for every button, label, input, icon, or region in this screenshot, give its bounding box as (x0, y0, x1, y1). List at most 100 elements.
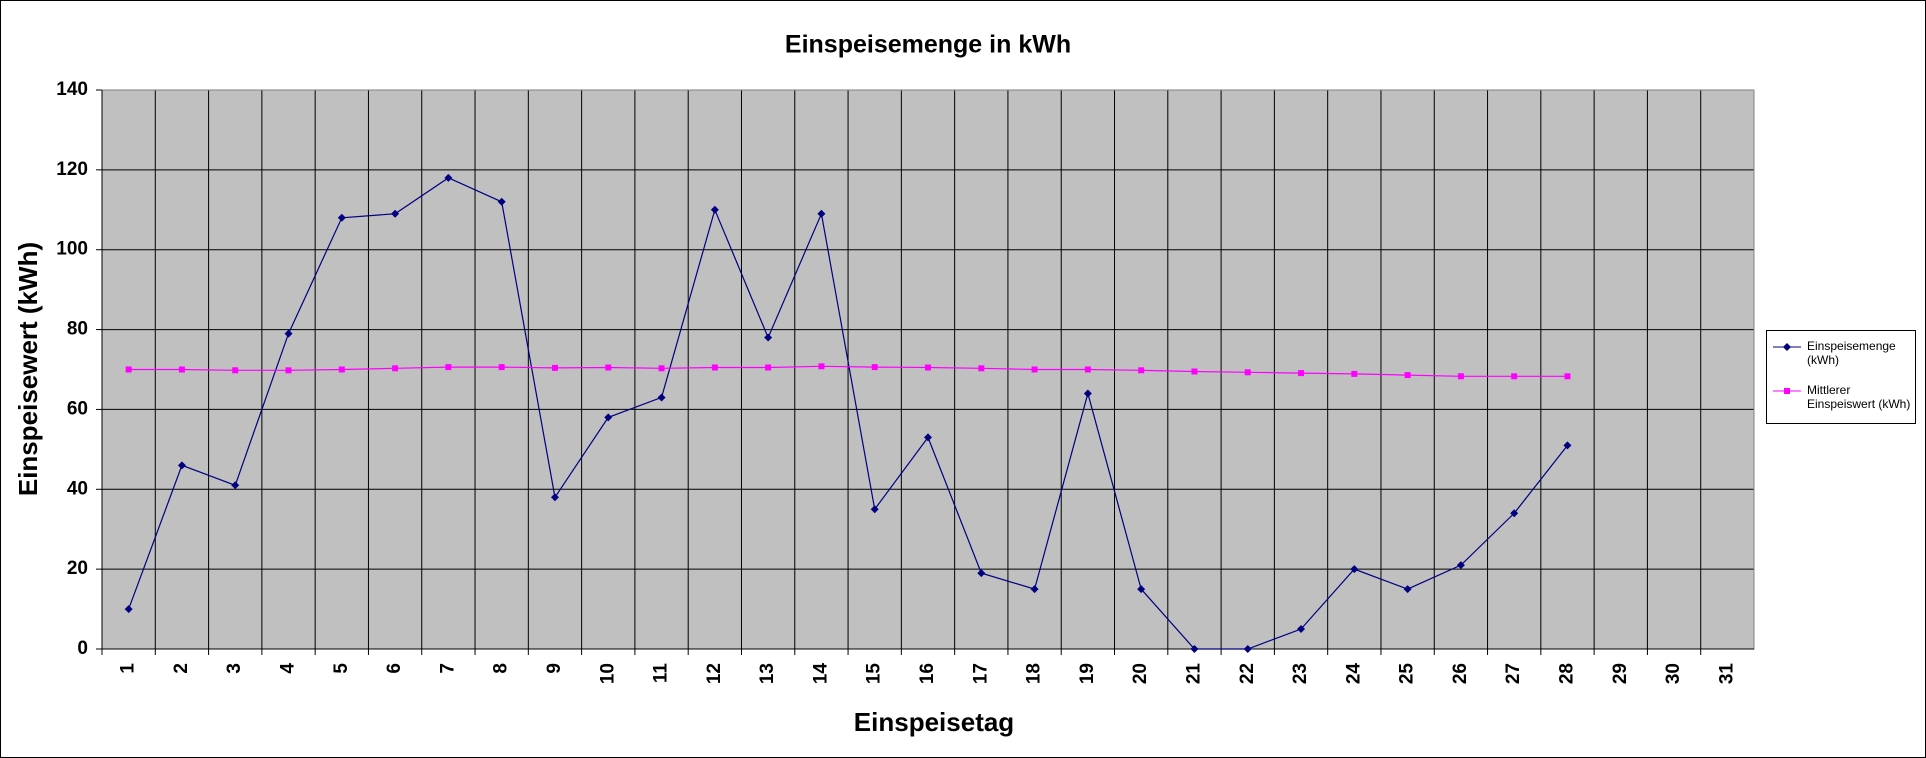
y-tick-label: 120 (56, 159, 88, 180)
x-tick-label: 28 (1556, 663, 1577, 684)
data-point (1243, 645, 1252, 653)
legend-marker (1783, 343, 1791, 351)
data-point (1244, 369, 1251, 376)
data-point (445, 364, 452, 371)
x-tick-label: 22 (1237, 663, 1258, 684)
y-tick-label: 20 (67, 558, 88, 579)
data-point (1084, 366, 1091, 373)
x-tick-label: 20 (1130, 663, 1151, 684)
x-tick-label: 19 (1077, 663, 1098, 684)
x-tick-label: 11 (651, 663, 672, 684)
data-point (285, 367, 292, 374)
x-tick-label: 1 (118, 663, 139, 674)
data-point (1297, 625, 1306, 634)
data-point (337, 213, 346, 222)
data-point (1031, 366, 1038, 373)
data-point (124, 605, 133, 614)
y-tick-label: 140 (56, 79, 88, 100)
data-point (1510, 509, 1519, 518)
data-point (870, 505, 879, 514)
data-point (1404, 372, 1411, 379)
data-point (871, 364, 878, 371)
data-point (924, 433, 932, 442)
data-point (551, 364, 558, 371)
legend: Einspeisemenge (kWh) Mittlerer Einspeiswe… (1766, 330, 1916, 424)
y-tick-label: 0 (77, 638, 88, 659)
x-tick-label: 13 (757, 663, 778, 684)
x-tick-label: 8 (491, 663, 512, 674)
data-point (391, 209, 400, 218)
data-point (605, 364, 612, 371)
x-axis-title: Einspeisetag (854, 707, 1014, 737)
data-point (710, 205, 719, 214)
data-point (125, 366, 132, 373)
legend-label: Mittlerer Einspeiswert (kWh) (1807, 383, 1911, 411)
x-tick-label: 15 (864, 663, 885, 685)
data-point (1350, 565, 1359, 574)
x-tick-label: 16 (917, 663, 938, 684)
data-point (178, 366, 185, 373)
x-tick-label: 17 (970, 663, 991, 684)
chart-title: Einspeisemenge in kWh (785, 31, 1071, 59)
data-point (818, 363, 825, 370)
data-point (925, 364, 931, 371)
data-point (1563, 441, 1572, 450)
x-tick-label: 14 (810, 663, 831, 685)
data-point (232, 367, 239, 374)
data-point (1083, 389, 1092, 398)
x-tick-label: 18 (1024, 663, 1045, 684)
x-tick-label: 26 (1450, 663, 1471, 684)
data-point (1564, 373, 1571, 380)
x-tick-label: 5 (331, 663, 352, 674)
data-point (1511, 373, 1518, 380)
data-point (765, 364, 772, 371)
data-point (497, 197, 506, 206)
data-point (658, 365, 665, 372)
x-tick-label: 21 (1183, 663, 1204, 685)
x-tick-label: 29 (1610, 663, 1631, 684)
x-tick-label: 24 (1343, 663, 1364, 685)
x-tick-label: 27 (1503, 663, 1524, 684)
x-tick-label: 7 (437, 663, 458, 674)
series-line (128, 365, 1568, 377)
x-tick-label: 10 (597, 663, 618, 684)
data-point (498, 364, 505, 371)
x-tick-label: 9 (544, 663, 565, 674)
data-point (1403, 585, 1412, 594)
legend-symbol (1773, 343, 1801, 351)
x-tick-label: 31 (1716, 663, 1737, 685)
y-tick-label: 40 (67, 478, 88, 499)
y-tick-label: 100 (56, 239, 88, 260)
data-point (604, 413, 613, 422)
x-tick-label: 30 (1663, 663, 1684, 684)
data-point (711, 364, 718, 371)
data-point (1030, 585, 1039, 594)
data-point (231, 481, 240, 490)
x-tick-label: 6 (384, 663, 405, 674)
data-point (977, 569, 986, 578)
data-point (1457, 373, 1464, 380)
data-point (1456, 561, 1465, 570)
legend-label: Einspeisemenge (kWh) (1807, 339, 1896, 367)
y-tick-label: 60 (67, 398, 88, 419)
data-point (1191, 368, 1198, 375)
x-tick-label: 4 (278, 663, 299, 674)
legend-marker (1784, 388, 1790, 394)
data-point (444, 173, 453, 182)
y-axis-title: Einspeisewert (kWh) (13, 242, 43, 496)
data-point (764, 333, 773, 342)
data-point (817, 209, 826, 218)
x-tick-label: 25 (1397, 663, 1418, 685)
data-point (657, 393, 666, 402)
data-point (1298, 370, 1305, 377)
x-tick-label: 3 (224, 663, 245, 674)
series-line (128, 177, 1568, 650)
x-tick-label: 2 (171, 663, 192, 674)
legend-symbol (1773, 388, 1801, 394)
data-point (392, 365, 399, 372)
data-point (1137, 585, 1146, 594)
data-point (284, 329, 293, 338)
data-point (177, 461, 186, 470)
